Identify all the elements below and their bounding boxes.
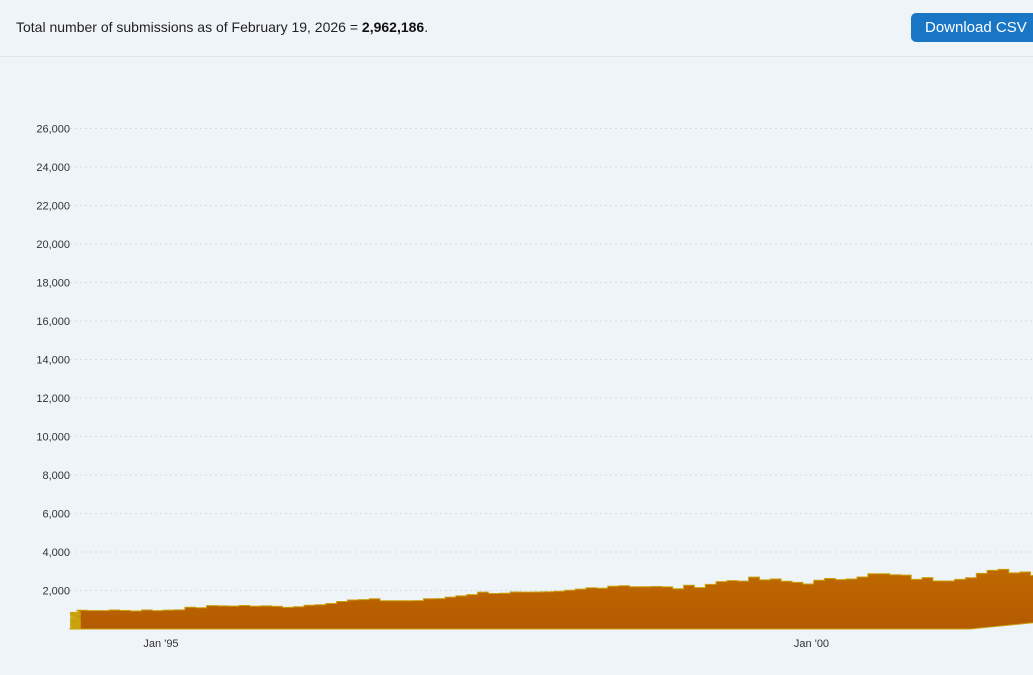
y-tick-label: 26,000	[36, 124, 70, 136]
y-tick-label: 12,000	[36, 393, 70, 405]
y-tick-label: 18,000	[36, 278, 70, 290]
submissions-area-series	[69, 568, 1033, 630]
summary-prefix: Total number of submissions as of	[16, 19, 232, 35]
x-tick-label: Jan '95	[143, 638, 178, 650]
y-tick-label: 24,000	[36, 162, 70, 174]
y-tick-label: 10,000	[36, 432, 70, 444]
submission-summary: Total number of submissions as of Februa…	[16, 19, 428, 35]
plot-area	[69, 568, 1033, 630]
y-tick-label: 20,000	[36, 239, 70, 251]
x-tick-label: Jan '00	[794, 638, 829, 650]
top-bar: Total number of submissions as of Februa…	[0, 0, 1033, 57]
y-tick-label: 14,000	[36, 355, 70, 367]
y-tick-label: 4,000	[42, 547, 70, 559]
summary-date: February 19, 2026	[231, 19, 346, 35]
grid-lines	[70, 128, 1033, 591]
y-tick-label: 8,000	[42, 470, 70, 482]
download-csv-button[interactable]: Download CSV	[911, 13, 1033, 42]
summary-equals: =	[345, 19, 362, 35]
y-axis: 2,000 4,000 6,000 8,000 10,000 12,000 14,000 16…	[36, 124, 70, 598]
summary-suffix: .	[424, 19, 429, 35]
y-tick-label: 2,000	[42, 586, 70, 598]
total-submissions: 2,962,186	[361, 19, 425, 35]
y-tick-label: 16,000	[36, 316, 70, 328]
y-tick-label: 22,000	[36, 201, 70, 213]
y-tick-label: 6,000	[42, 509, 70, 521]
